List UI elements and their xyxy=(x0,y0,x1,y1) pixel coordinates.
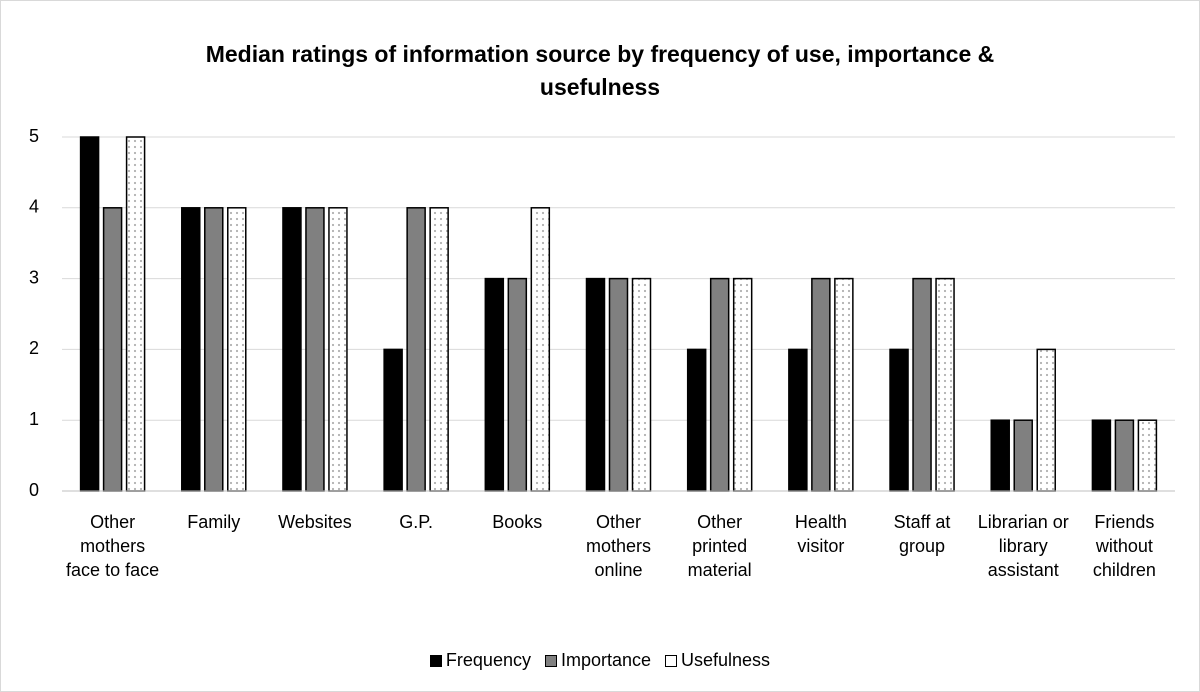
legend-item: Importance xyxy=(544,650,652,671)
x-tick-label: Librarian or library assistant xyxy=(977,512,1069,580)
bar xyxy=(631,277,652,492)
bar xyxy=(484,277,505,492)
bar xyxy=(1091,419,1112,492)
y-tick-label: 0 xyxy=(29,480,39,500)
x-tick-label: Websites xyxy=(278,512,352,532)
bar xyxy=(328,207,348,492)
bar xyxy=(305,207,325,492)
x-tick-label: G.P. xyxy=(399,512,433,532)
bar xyxy=(79,136,100,492)
legend-swatch xyxy=(429,654,442,667)
bar xyxy=(788,348,808,492)
bar xyxy=(889,348,909,492)
y-tick-label: 1 xyxy=(29,409,39,429)
x-tick-label: Other mothers online xyxy=(585,512,651,580)
x-tick-label: Family xyxy=(187,512,241,532)
x-tick-label: Staff at group xyxy=(893,512,951,556)
x-tick-label: Health visitor xyxy=(794,512,847,556)
bar xyxy=(1036,348,1056,492)
bar xyxy=(530,207,551,492)
bar xyxy=(227,207,247,492)
legend-swatch xyxy=(665,654,678,667)
bar xyxy=(507,277,528,492)
legend-item: Frequency xyxy=(429,650,531,671)
x-tick-label: Other mothers face to face xyxy=(66,512,160,580)
bar xyxy=(204,207,224,492)
y-tick-label: 4 xyxy=(29,197,39,217)
x-tick-label: Friends without children xyxy=(1092,512,1156,580)
legend-label: Frequency xyxy=(445,650,531,670)
bar xyxy=(429,207,449,492)
legend-label: Importance xyxy=(560,650,652,670)
bar xyxy=(935,277,955,492)
x-tick-label: Other printed material xyxy=(687,512,752,580)
bar xyxy=(181,207,201,492)
chart-title: Median ratings of information source by … xyxy=(205,41,995,100)
bar xyxy=(585,277,606,492)
bar xyxy=(383,348,403,492)
bar xyxy=(1137,419,1158,492)
y-tick-label: 2 xyxy=(29,338,39,358)
bar xyxy=(912,277,932,492)
bar xyxy=(811,277,831,492)
bar xyxy=(1013,419,1033,492)
bar xyxy=(834,277,854,492)
bar xyxy=(990,419,1010,492)
bar xyxy=(686,348,707,492)
bar xyxy=(125,136,146,492)
bar xyxy=(709,277,730,492)
y-tick-label: 3 xyxy=(29,267,39,287)
legend-label: Usefulness xyxy=(681,650,771,670)
bar xyxy=(102,207,123,492)
bar xyxy=(608,277,629,492)
x-tick-label: Books xyxy=(492,512,543,532)
y-tick-label: 5 xyxy=(29,126,39,146)
bar xyxy=(1114,419,1135,492)
bar xyxy=(282,207,302,492)
legend: Frequency Importance Usefulness xyxy=(0,650,1200,671)
legend-swatch xyxy=(544,654,557,667)
bar xyxy=(406,207,426,492)
bar xyxy=(732,277,753,492)
legend-item: Usefulness xyxy=(665,650,770,671)
